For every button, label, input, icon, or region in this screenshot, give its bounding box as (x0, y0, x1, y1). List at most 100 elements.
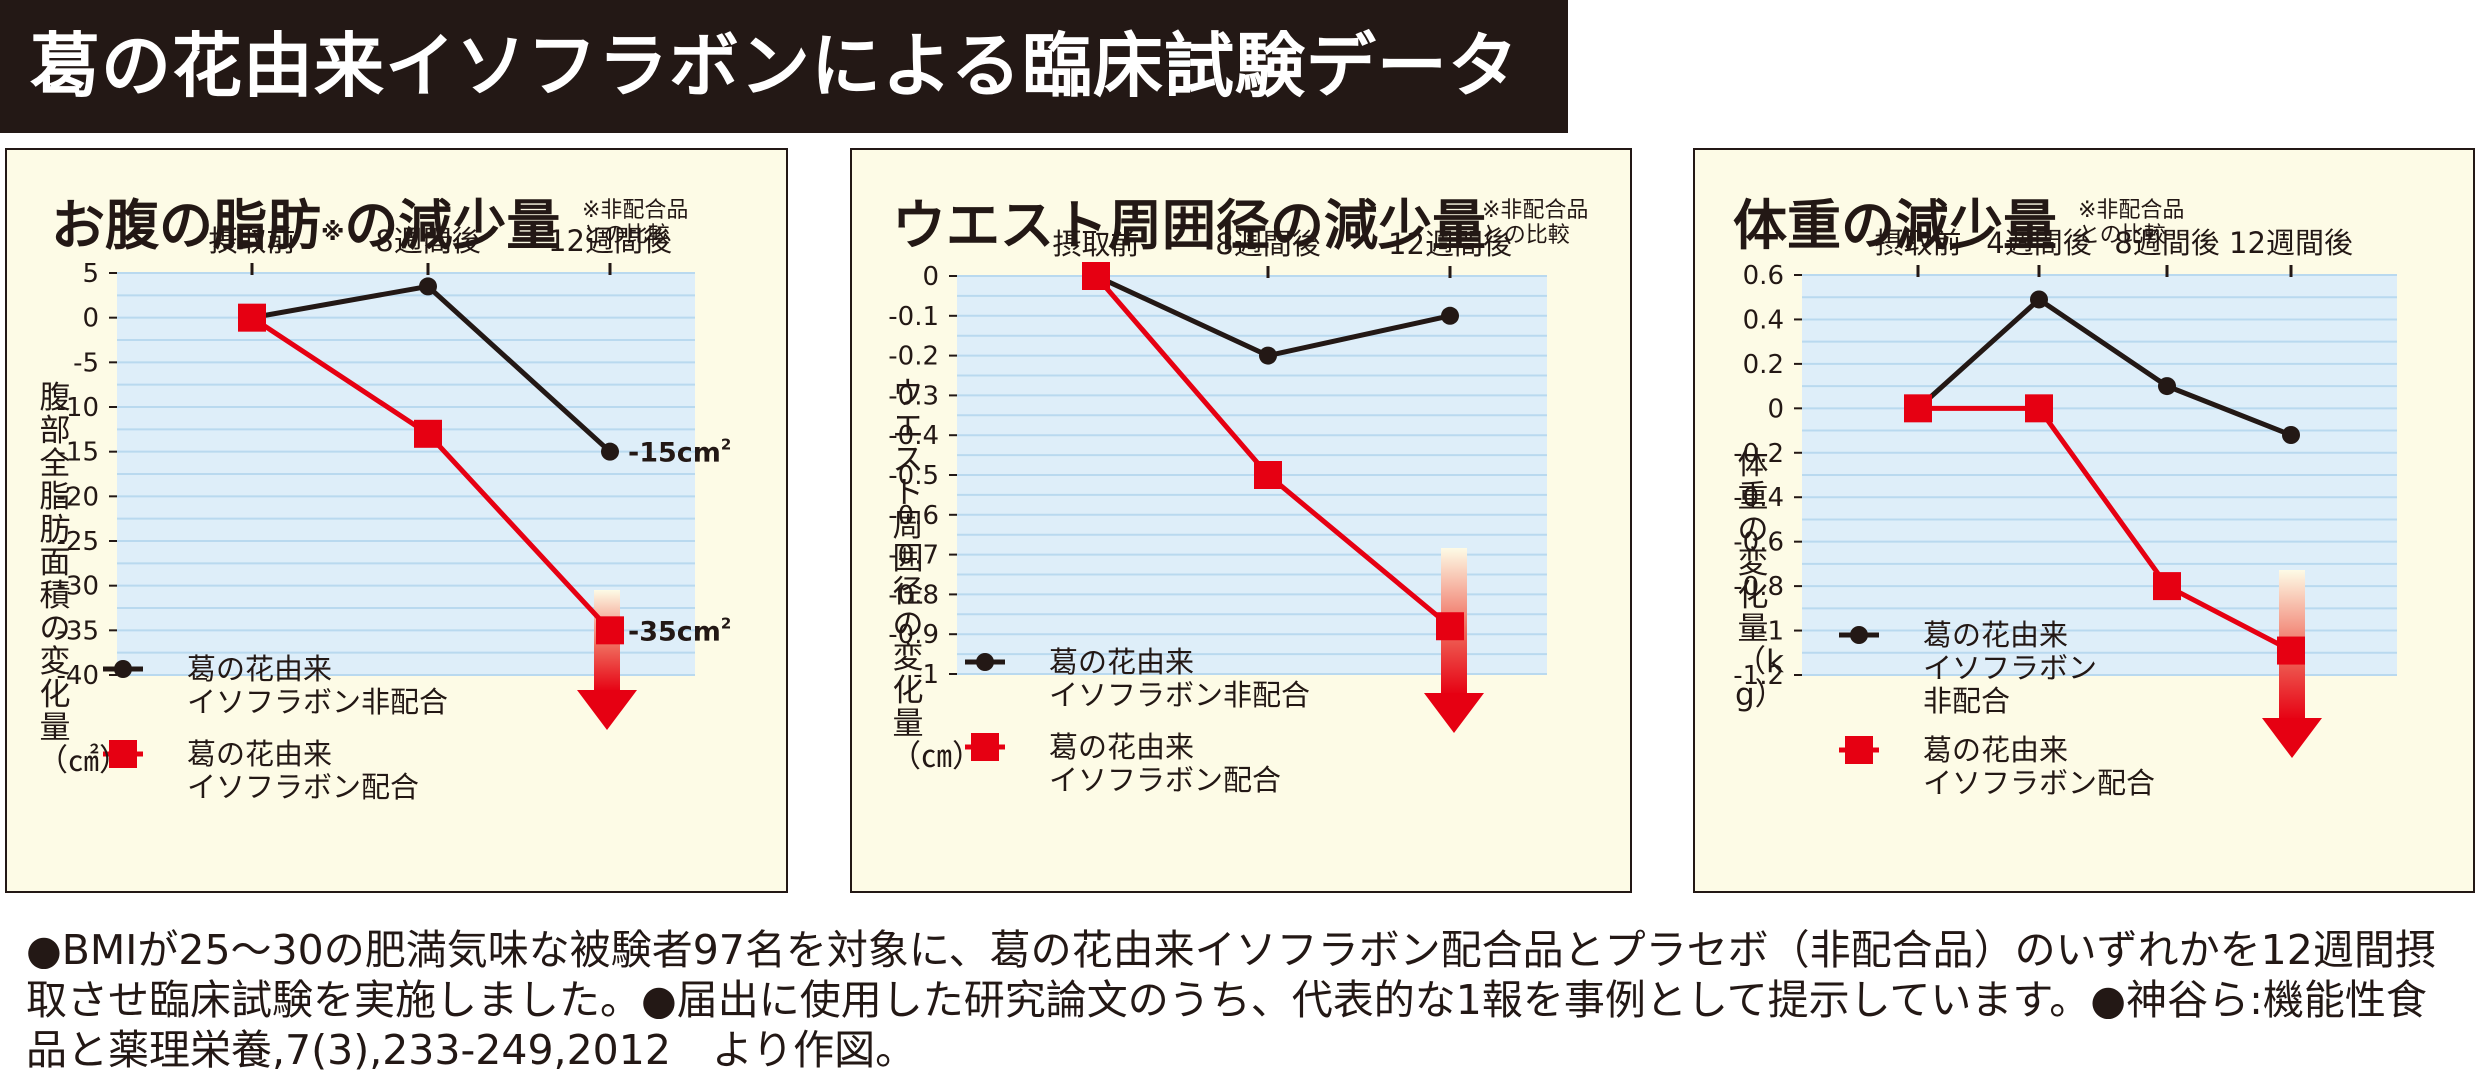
chart-note-line: ※非配合品 (2078, 198, 2185, 223)
chart-note-line: との比較 (2078, 223, 2166, 248)
legend-label: イソフラボン配合 (1923, 766, 2155, 800)
y-tick-label: 0 (82, 304, 99, 334)
x-tick-label: 4週間後 (1986, 226, 2091, 260)
data-point (1259, 346, 1277, 365)
legend-label: イソフラボン (1923, 651, 2097, 685)
chart-title-text: ウエスト周囲径の減少量 (892, 194, 1486, 257)
y-tick-label: -1.2 (1733, 661, 1784, 691)
y-tick-label: -15 (57, 438, 99, 468)
y-tick-label: -0.6 (1733, 528, 1784, 558)
x-tick-label: 12週間後 (2229, 226, 2353, 260)
data-point (2277, 636, 2305, 665)
x-tick-label: 8週間後 (375, 224, 480, 258)
legend-label: 葛の花由来 (187, 652, 332, 686)
legend-marker (1845, 736, 1873, 764)
legend-label: 葛の花由来 (187, 737, 332, 771)
y-tick-label: 0.6 (1743, 261, 1784, 291)
y-axis-label: 腹部全脂肪面積の変化量（㎠） (37, 380, 130, 779)
legend-label: イソフラボン非配合 (187, 685, 448, 719)
data-point (2025, 394, 2053, 423)
chart-panel-abdominal-fat: 5 0 -5 -10 -15 -20 -25 -30 -35 -40 摂取前 8週間後 12週間後 -15… (5, 148, 788, 893)
y-tick-label: -0.8 (1733, 572, 1784, 602)
y-tick-label: -30 (57, 572, 99, 602)
y-tick-label: -0.3 (888, 381, 939, 411)
y-axis-label: ウエスト周囲径の変化量（㎝） (890, 376, 983, 775)
data-point (2030, 290, 2048, 309)
chart-title: 体重の減少量 (1733, 190, 2057, 262)
x-tick-label: 摂取前 (208, 224, 295, 258)
x-tick-label: 8週間後 (2114, 226, 2219, 260)
data-point (596, 616, 624, 645)
y-tick-label: -0.1 (888, 302, 939, 332)
data-point (1254, 461, 1282, 489)
x-tick-label: 12週間後 (1388, 227, 1512, 261)
y-tick-label: -0.4 (888, 421, 939, 451)
legend-marker (109, 740, 137, 768)
chart-note: ※非配合品 との比較 (582, 198, 688, 248)
decrease-arrow-head (2262, 718, 2322, 758)
data-point (238, 303, 266, 332)
data-point (1082, 262, 1110, 290)
chart-note-line: ※非配合品 (582, 198, 689, 223)
y-tick-label: -0.2 (888, 342, 939, 372)
legend-label: イソフラボン非配合 (1049, 678, 1310, 712)
chart-title-suffix: の減少量 (344, 194, 561, 257)
series-line (1918, 405, 2293, 653)
data-label: -35cm2 (628, 614, 731, 647)
data-label-unit-superscript: 2 (721, 436, 731, 454)
y-tick-label: -0.8 (888, 580, 939, 610)
data-point (2158, 377, 2176, 396)
data-point (2282, 426, 2300, 444)
x-tick-label: 12週間後 (548, 224, 672, 258)
y-tick-label: -0.2 (1733, 439, 1784, 469)
data-point (414, 419, 442, 448)
y-tick-label: -0.6 (888, 501, 939, 531)
legend-label: 葛の花由来 (1923, 618, 2068, 652)
y-tick-label: -0.5 (888, 461, 939, 491)
chart-title-text: 体重の減少量 (1733, 194, 2057, 257)
data-point (1904, 394, 1932, 423)
data-label: -15cm2 (628, 436, 731, 469)
page-title: 葛の花由来イソフラボンによる臨床試験データ (0, 0, 1568, 133)
y-tick-label: -1 (913, 660, 939, 690)
y-tick-label: -40 (57, 661, 99, 691)
legend-marker (976, 653, 994, 671)
data-label-value: -15cm (628, 438, 721, 469)
chart-note: ※非配合品 との比較 (2078, 198, 2184, 248)
y-axis-label: 体重の変化量（kg） (1735, 446, 1786, 713)
chart-title: ウエスト周囲径の減少量 (892, 190, 1486, 262)
data-point (1436, 612, 1464, 641)
chart-panel-weight: 0.6 0.4 0.2 0 -0.2 -0.4 -0.6 -0.8 -1 -1.2 摂取前 4週間後 8… (1693, 148, 2475, 893)
legend-label: イソフラボン配合 (1049, 763, 1281, 797)
y-tick-label: 0 (922, 262, 939, 292)
decrease-arrow-head (577, 690, 637, 730)
chart-note-line: ※非配合品 (1482, 198, 1589, 223)
y-tick-label: 0.2 (1743, 350, 1784, 380)
footnote: ●BMIが25～30の肥満気味な被験者97名を対象に、葛の花由来イソフラボン配合… (26, 926, 2436, 1074)
legend-label: イソフラボン配合 (187, 770, 419, 804)
data-point (419, 277, 437, 296)
y-tick-label: 0.4 (1743, 305, 1784, 335)
y-tick-label: -20 (57, 482, 99, 512)
x-tick-label: 8週間後 (1215, 227, 1320, 261)
y-tick-label: 0 (1767, 394, 1784, 424)
legend-label: 非配合 (1923, 684, 2010, 718)
legend-label: 葛の花由来 (1049, 730, 1194, 764)
y-tick-label: -0.9 (888, 620, 939, 650)
data-point (2153, 572, 2181, 601)
data-label-unit-superscript: 2 (721, 614, 731, 632)
x-tick-label: 摂取前 (1052, 227, 1139, 261)
legend-marker (1850, 626, 1868, 644)
chart-panel-waist: 0 -0.1 -0.2 -0.3 -0.4 -0.5 -0.6 -0.7 -0.8 -0.9 -1 摂… (850, 148, 1632, 893)
chart-abdominal-fat: 5 0 -5 -10 -15 -20 -25 -30 -35 -40 摂取前 8週間後 12週間後 -15… (57, 224, 732, 804)
y-tick-label: -1 (1758, 617, 1784, 647)
data-point (601, 442, 619, 461)
chart-note-line: との比較 (1482, 223, 1570, 248)
legend-label: 葛の花由来 (1049, 645, 1194, 679)
y-tick-label: 5 (82, 259, 99, 289)
y-tick-label: -0.7 (888, 541, 939, 571)
chart-title-mark: ※ (321, 218, 345, 246)
chart-waist: 0 -0.1 -0.2 -0.3 -0.4 -0.5 -0.6 -0.7 -0.8 -0.9 -1 摂… (888, 227, 1547, 797)
legend-label: 葛の花由来 (1923, 733, 2068, 767)
chart-title-text: お腹の脂肪 (51, 194, 321, 257)
